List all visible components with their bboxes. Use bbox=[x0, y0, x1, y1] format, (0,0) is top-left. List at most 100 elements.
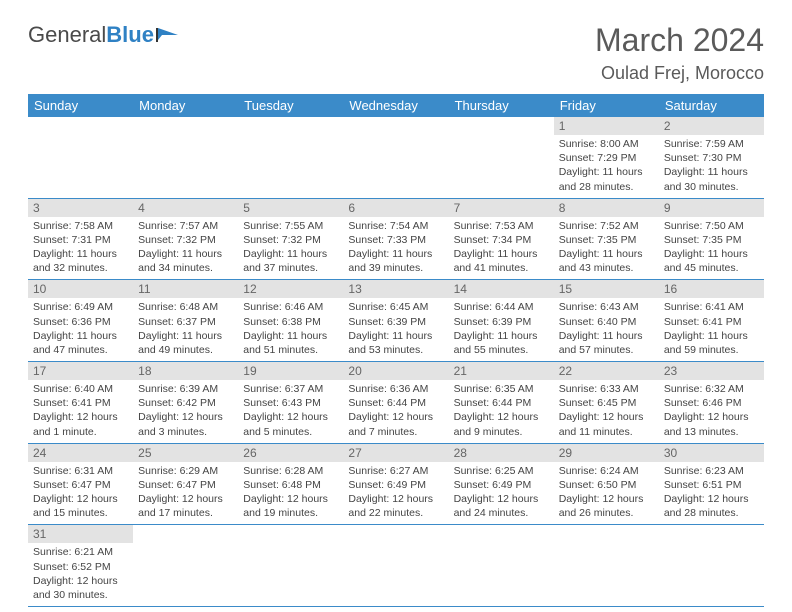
day-data: Sunrise: 6:35 AMSunset: 6:44 PMDaylight:… bbox=[449, 380, 554, 443]
daylight: Daylight: 11 hours and 59 minutes. bbox=[664, 329, 759, 357]
sunset: Sunset: 6:41 PM bbox=[33, 396, 128, 410]
daylight: Daylight: 11 hours and 47 minutes. bbox=[33, 329, 128, 357]
sunrise: Sunrise: 6:46 AM bbox=[243, 300, 338, 314]
daylight: Daylight: 11 hours and 43 minutes. bbox=[559, 247, 654, 275]
sunrise: Sunrise: 6:29 AM bbox=[138, 464, 233, 478]
calendar-cell: 17Sunrise: 6:40 AMSunset: 6:41 PMDayligh… bbox=[28, 362, 133, 444]
daylight: Daylight: 12 hours and 30 minutes. bbox=[33, 574, 128, 602]
day-data: Sunrise: 6:28 AMSunset: 6:48 PMDaylight:… bbox=[238, 462, 343, 525]
day-number: 24 bbox=[28, 444, 133, 462]
day-data: Sunrise: 6:21 AMSunset: 6:52 PMDaylight:… bbox=[28, 543, 133, 606]
daylight: Daylight: 12 hours and 13 minutes. bbox=[664, 410, 759, 438]
sunset: Sunset: 6:45 PM bbox=[559, 396, 654, 410]
day-number bbox=[238, 525, 343, 543]
day-number: 19 bbox=[238, 362, 343, 380]
day-number bbox=[133, 525, 238, 543]
sunset: Sunset: 6:50 PM bbox=[559, 478, 654, 492]
sunset: Sunset: 6:46 PM bbox=[664, 396, 759, 410]
calendar-cell: 21Sunrise: 6:35 AMSunset: 6:44 PMDayligh… bbox=[449, 362, 554, 444]
day-number: 1 bbox=[554, 117, 659, 135]
day-data: Sunrise: 6:37 AMSunset: 6:43 PMDaylight:… bbox=[238, 380, 343, 443]
calendar-cell bbox=[133, 525, 238, 607]
logo-flag-icon bbox=[156, 26, 182, 44]
sunset: Sunset: 6:39 PM bbox=[454, 315, 549, 329]
weekday-header: Wednesday bbox=[343, 94, 448, 117]
sunrise: Sunrise: 8:00 AM bbox=[559, 137, 654, 151]
calendar-cell: 25Sunrise: 6:29 AMSunset: 6:47 PMDayligh… bbox=[133, 443, 238, 525]
weekday-header: Thursday bbox=[449, 94, 554, 117]
daylight: Daylight: 12 hours and 26 minutes. bbox=[559, 492, 654, 520]
day-data: Sunrise: 6:23 AMSunset: 6:51 PMDaylight:… bbox=[659, 462, 764, 525]
day-data: Sunrise: 6:44 AMSunset: 6:39 PMDaylight:… bbox=[449, 298, 554, 361]
sunrise: Sunrise: 7:57 AM bbox=[138, 219, 233, 233]
sunrise: Sunrise: 7:53 AM bbox=[454, 219, 549, 233]
sunrise: Sunrise: 6:41 AM bbox=[664, 300, 759, 314]
day-data: Sunrise: 6:24 AMSunset: 6:50 PMDaylight:… bbox=[554, 462, 659, 525]
calendar-cell bbox=[133, 117, 238, 198]
daylight: Daylight: 11 hours and 39 minutes. bbox=[348, 247, 443, 275]
day-number: 8 bbox=[554, 199, 659, 217]
sunrise: Sunrise: 6:39 AM bbox=[138, 382, 233, 396]
sunset: Sunset: 6:49 PM bbox=[348, 478, 443, 492]
sunset: Sunset: 6:39 PM bbox=[348, 315, 443, 329]
daylight: Daylight: 11 hours and 45 minutes. bbox=[664, 247, 759, 275]
daylight: Daylight: 12 hours and 15 minutes. bbox=[33, 492, 128, 520]
day-data: Sunrise: 6:41 AMSunset: 6:41 PMDaylight:… bbox=[659, 298, 764, 361]
day-number: 9 bbox=[659, 199, 764, 217]
weekday-header: Tuesday bbox=[238, 94, 343, 117]
day-number: 18 bbox=[133, 362, 238, 380]
calendar-cell: 23Sunrise: 6:32 AMSunset: 6:46 PMDayligh… bbox=[659, 362, 764, 444]
sunrise: Sunrise: 7:55 AM bbox=[243, 219, 338, 233]
daylight: Daylight: 12 hours and 28 minutes. bbox=[664, 492, 759, 520]
calendar-cell bbox=[343, 117, 448, 198]
calendar-cell bbox=[659, 525, 764, 607]
calendar-row: 3Sunrise: 7:58 AMSunset: 7:31 PMDaylight… bbox=[28, 198, 764, 280]
sunset: Sunset: 6:44 PM bbox=[454, 396, 549, 410]
day-number: 4 bbox=[133, 199, 238, 217]
sunrise: Sunrise: 7:52 AM bbox=[559, 219, 654, 233]
sunrise: Sunrise: 7:59 AM bbox=[664, 137, 759, 151]
day-number: 29 bbox=[554, 444, 659, 462]
daylight: Daylight: 11 hours and 34 minutes. bbox=[138, 247, 233, 275]
day-data: Sunrise: 6:46 AMSunset: 6:38 PMDaylight:… bbox=[238, 298, 343, 361]
daylight: Daylight: 12 hours and 17 minutes. bbox=[138, 492, 233, 520]
sunset: Sunset: 7:33 PM bbox=[348, 233, 443, 247]
daylight: Daylight: 11 hours and 55 minutes. bbox=[454, 329, 549, 357]
day-number: 31 bbox=[28, 525, 133, 543]
logo-text-2: Blue bbox=[106, 22, 154, 48]
weekday-header: Saturday bbox=[659, 94, 764, 117]
day-data: Sunrise: 6:33 AMSunset: 6:45 PMDaylight:… bbox=[554, 380, 659, 443]
day-data: Sunrise: 8:00 AMSunset: 7:29 PMDaylight:… bbox=[554, 135, 659, 198]
calendar-row: 1Sunrise: 8:00 AMSunset: 7:29 PMDaylight… bbox=[28, 117, 764, 198]
calendar-cell bbox=[238, 117, 343, 198]
calendar-cell: 24Sunrise: 6:31 AMSunset: 6:47 PMDayligh… bbox=[28, 443, 133, 525]
sunrise: Sunrise: 6:44 AM bbox=[454, 300, 549, 314]
daylight: Daylight: 11 hours and 32 minutes. bbox=[33, 247, 128, 275]
day-number: 3 bbox=[28, 199, 133, 217]
day-number bbox=[238, 117, 343, 135]
sunset: Sunset: 6:38 PM bbox=[243, 315, 338, 329]
day-number bbox=[659, 525, 764, 543]
calendar-row: 31Sunrise: 6:21 AMSunset: 6:52 PMDayligh… bbox=[28, 525, 764, 607]
weekday-header: Monday bbox=[133, 94, 238, 117]
day-data: Sunrise: 6:27 AMSunset: 6:49 PMDaylight:… bbox=[343, 462, 448, 525]
sunset: Sunset: 7:35 PM bbox=[664, 233, 759, 247]
calendar-cell: 6Sunrise: 7:54 AMSunset: 7:33 PMDaylight… bbox=[343, 198, 448, 280]
calendar-row: 17Sunrise: 6:40 AMSunset: 6:41 PMDayligh… bbox=[28, 362, 764, 444]
sunset: Sunset: 7:31 PM bbox=[33, 233, 128, 247]
daylight: Daylight: 12 hours and 3 minutes. bbox=[138, 410, 233, 438]
day-number: 6 bbox=[343, 199, 448, 217]
sunrise: Sunrise: 7:50 AM bbox=[664, 219, 759, 233]
day-data: Sunrise: 6:43 AMSunset: 6:40 PMDaylight:… bbox=[554, 298, 659, 361]
day-data: Sunrise: 7:58 AMSunset: 7:31 PMDaylight:… bbox=[28, 217, 133, 280]
day-number: 14 bbox=[449, 280, 554, 298]
calendar-cell: 18Sunrise: 6:39 AMSunset: 6:42 PMDayligh… bbox=[133, 362, 238, 444]
day-number: 11 bbox=[133, 280, 238, 298]
daylight: Daylight: 11 hours and 51 minutes. bbox=[243, 329, 338, 357]
calendar-cell: 9 Sunrise: 7:50 AMSunset: 7:35 PMDaylight… bbox=[659, 198, 764, 280]
sunset: Sunset: 7:34 PM bbox=[454, 233, 549, 247]
day-number: 7 bbox=[449, 199, 554, 217]
daylight: Daylight: 11 hours and 53 minutes. bbox=[348, 329, 443, 357]
daylight: Daylight: 11 hours and 30 minutes. bbox=[664, 165, 759, 193]
day-number: 16 bbox=[659, 280, 764, 298]
